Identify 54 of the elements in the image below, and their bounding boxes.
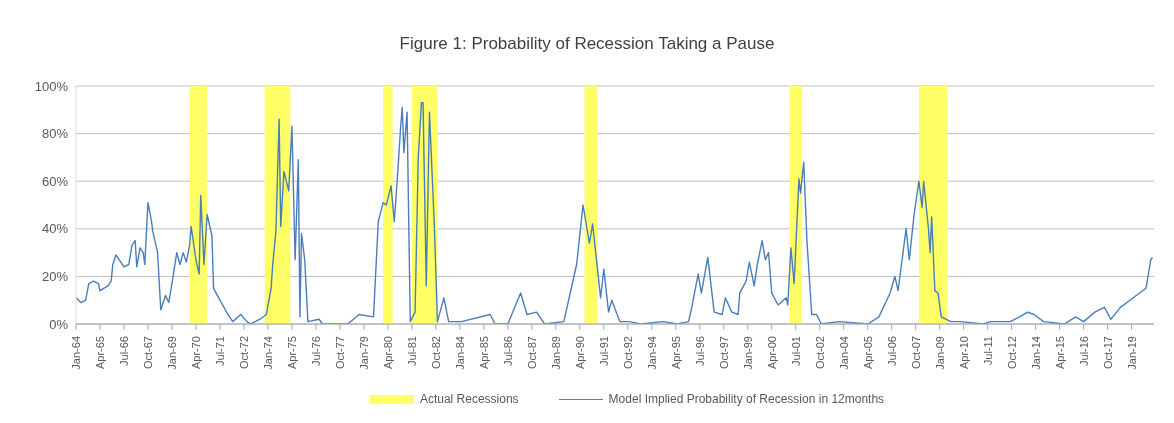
x-tick-label: Apr-00	[765, 336, 778, 370]
x-tick-label: Oct-12	[1005, 336, 1018, 370]
x-tick-label: Apr-80	[381, 336, 394, 370]
x-tick-label: Jul-16	[1077, 336, 1090, 366]
x-tick-label: Jan-19	[1125, 336, 1138, 370]
x-tick-label: Oct-77	[333, 336, 346, 370]
x-tick-label: Apr-95	[669, 336, 682, 370]
y-tick-label: 40%	[41, 221, 69, 237]
x-tick-label: Oct-02	[813, 336, 826, 370]
x-tick-label: Oct-72	[237, 336, 250, 370]
x-tick-label: Apr-70	[189, 336, 202, 370]
legend-label: Model Implied Probability of Recession in 12months	[608, 392, 885, 406]
chart-title: Figure 1: Probability of Recession Taking a Pause	[398, 33, 776, 55]
x-tick-label: Apr-10	[957, 336, 970, 370]
x-tick-label: Apr-75	[285, 336, 298, 370]
x-tick-label: Jan-64	[70, 336, 82, 370]
y-tick-label: 0%	[49, 316, 69, 332]
x-tick-label: Jan-79	[357, 336, 370, 370]
x-tick-label: Jul-71	[213, 336, 226, 366]
x-tick-label: Apr-05	[861, 336, 874, 370]
y-tick-label: 80%	[41, 126, 69, 142]
x-tick-label: Jan-69	[165, 336, 178, 370]
x-tick-label: Jan-84	[453, 336, 466, 370]
x-tick-label: Jul-11	[981, 336, 994, 366]
x-tick-label: Jul-06	[885, 336, 898, 366]
x-tick-label: Apr-15	[1053, 336, 1066, 370]
y-tick-label: 100%	[34, 78, 69, 94]
x-tick-label: Jul-91	[597, 336, 610, 366]
x-tick-label: Oct-07	[909, 336, 922, 370]
y-tick-label: 60%	[41, 173, 69, 189]
x-tick-label: Oct-17	[1101, 336, 1114, 370]
x-tick-label: Jan-74	[261, 336, 274, 370]
x-tick-label: Jul-76	[309, 336, 322, 366]
x-tick-label: Jul-96	[693, 336, 706, 366]
x-tick-label: Jan-99	[741, 336, 754, 370]
x-tick-label: Oct-87	[525, 336, 538, 370]
legend-label: Actual Recessions	[419, 392, 519, 406]
x-tick-label: Jan-09	[933, 336, 946, 370]
x-tick-label: Jan-94	[645, 336, 658, 370]
x-tick-label: Oct-92	[621, 336, 634, 370]
x-tick-label: Oct-97	[717, 336, 730, 370]
x-tick-label: Jan-89	[549, 336, 562, 370]
x-tick-label: Oct-82	[429, 336, 442, 370]
x-tick-label: Apr-85	[477, 336, 490, 370]
x-tick-label: Jul-81	[405, 336, 418, 366]
y-tick-label: 20%	[41, 269, 69, 285]
x-tick-label: Jul-01	[789, 336, 802, 366]
x-tick-label: Apr-65	[93, 336, 106, 370]
x-tick-label: Jan-04	[837, 336, 850, 370]
x-tick-label: Jan-14	[1029, 336, 1042, 370]
x-tick-label: Apr-90	[573, 336, 586, 370]
x-tick-label: Jul-66	[117, 336, 130, 366]
x-tick-label: Oct-67	[141, 336, 154, 370]
x-tick-label: Jul-86	[501, 336, 514, 366]
